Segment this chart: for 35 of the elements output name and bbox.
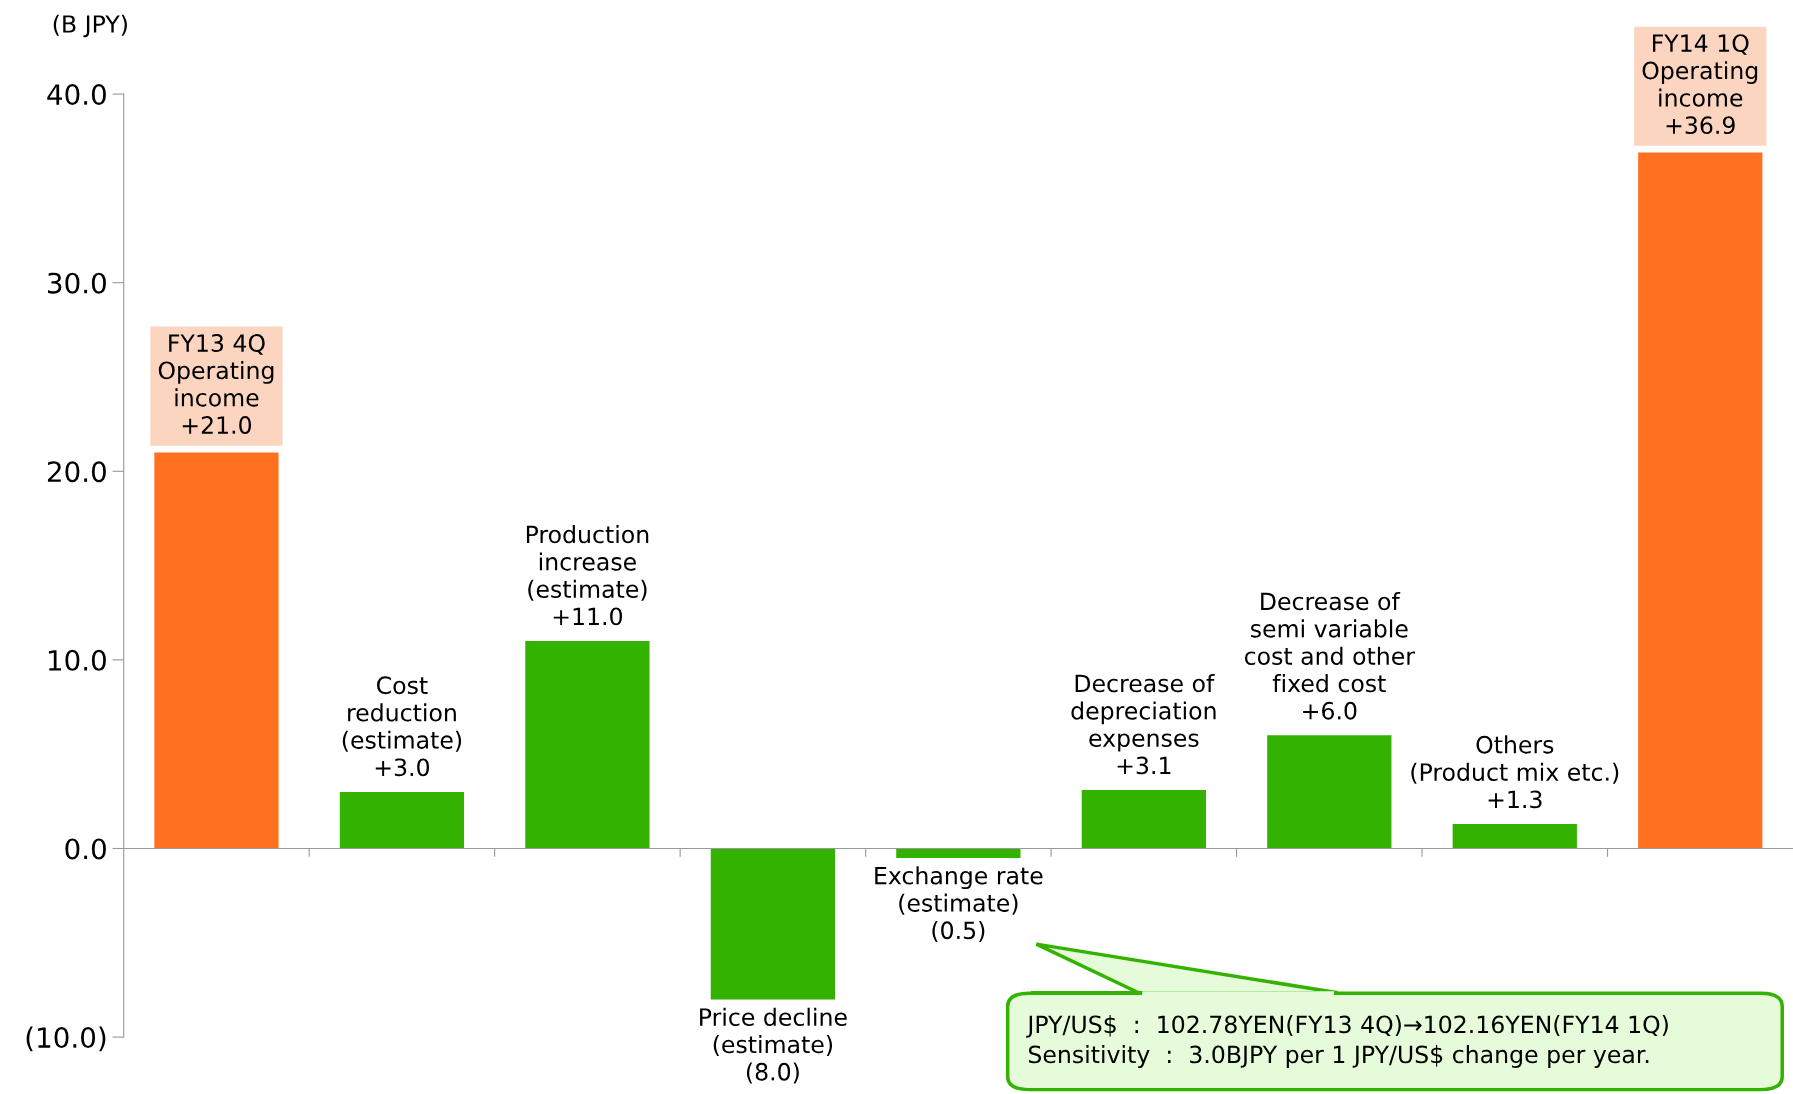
bar <box>525 641 650 849</box>
y-tick-label: 20.0 <box>47 461 106 483</box>
y-tick-label: 10.0 <box>48 649 106 671</box>
data-label: +1.3 <box>1488 790 1542 809</box>
bar <box>710 848 836 1000</box>
y-tick-label: 0.0 <box>65 838 106 860</box>
bar <box>339 791 465 849</box>
annotation: JPY/US$ : 102.78YEN(FY13 4Q)→102.16YEN(FY14 1Q) Sensitivity : 3.0BJPY per 1 JPY/US$ change per year. <box>1026 1015 1668 1068</box>
data-label: +36.9 <box>1666 116 1735 135</box>
x-tick-label: FY13 4Q Operating income <box>158 334 274 407</box>
x-tick-label: FY14 1Q Operating income <box>1642 34 1758 107</box>
bar <box>896 848 1021 858</box>
bar <box>1081 790 1206 849</box>
x-tick-label: Production increase (estimate) <box>526 525 649 601</box>
data-label: +3.0 <box>375 758 430 777</box>
y-axis-title: (B JPY) <box>53 14 127 38</box>
data-label: (8.0) <box>746 1062 799 1084</box>
x-tick-label: Cost reduction (estimate) <box>342 676 462 752</box>
y-tick-label: 30.0 <box>48 272 106 294</box>
data-label: +3.1 <box>1117 756 1171 775</box>
data-label: (0.5) <box>932 920 985 942</box>
bar <box>1452 823 1577 849</box>
data-label: +11.0 <box>553 607 623 626</box>
x-tick-label: Price decline (estimate) <box>700 1007 847 1057</box>
x-tick-label: Decrease of depreciation expenses <box>1071 674 1216 752</box>
x-tick-label: Decrease of semi variable cost and other fixed cost <box>1244 592 1415 693</box>
x-tick-label: Exchange rate (estimate) <box>875 866 1043 915</box>
y-tick-label: 40.0 <box>47 84 106 106</box>
bar <box>1267 735 1392 849</box>
bar <box>154 452 279 849</box>
data-label: +6.0 <box>1303 701 1357 720</box>
bar <box>1638 152 1763 849</box>
data-label: +21.0 <box>182 416 252 434</box>
x-tick-label: Others (Product mix etc.) <box>1411 735 1619 784</box>
y-tick-label: (10.0) <box>26 1026 106 1052</box>
